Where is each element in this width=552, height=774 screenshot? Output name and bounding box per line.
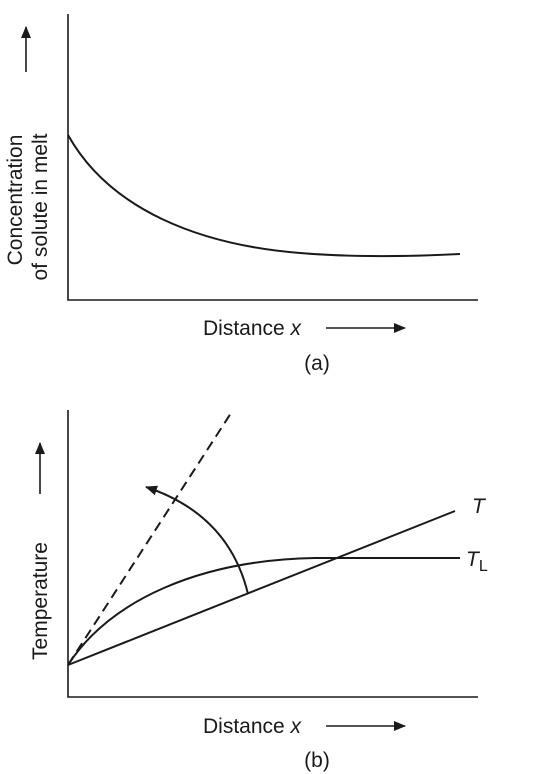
panel-b: T TL Temperature Distance x (b) — [29, 409, 488, 772]
panel-b-caption: (b) — [304, 749, 330, 772]
panel-a-caption: (a) — [304, 352, 330, 375]
panel-b-x-label: Distance x — [203, 715, 303, 738]
panel-a-concentration-curve — [67, 134, 461, 258]
panel-b-TL-label-main: T — [466, 548, 481, 571]
panel-a: Concentration of solute in melt Distance… — [4, 14, 478, 375]
panel-b-x-label-var: x — [290, 715, 303, 738]
panel-a-x-label: Distance x — [203, 317, 303, 340]
panel-b-TL-curve — [67, 557, 460, 666]
panel-b-TL-label-subscript: L — [479, 558, 488, 575]
panel-a-y-label-line1: Concentration — [4, 135, 27, 266]
panel-b-T-label: T — [472, 495, 487, 518]
panel-b-TL-label: TL — [466, 548, 488, 575]
panel-a-axes — [67, 14, 478, 301]
panel-b-axes — [67, 410, 478, 698]
panel-a-y-label-line2: of solute in melt — [29, 133, 52, 280]
panel-a-x-label-text: Distance — [203, 317, 291, 340]
panel-a-x-label-var: x — [290, 317, 303, 340]
panel-b-x-label-text: Distance — [203, 715, 291, 738]
panel-b-T-line — [67, 510, 456, 666]
panel-b-rotation-arrow — [145, 485, 249, 595]
panel-b-y-label: Temperature — [29, 542, 52, 660]
panel-b-dashed-gradient-line — [67, 409, 234, 666]
